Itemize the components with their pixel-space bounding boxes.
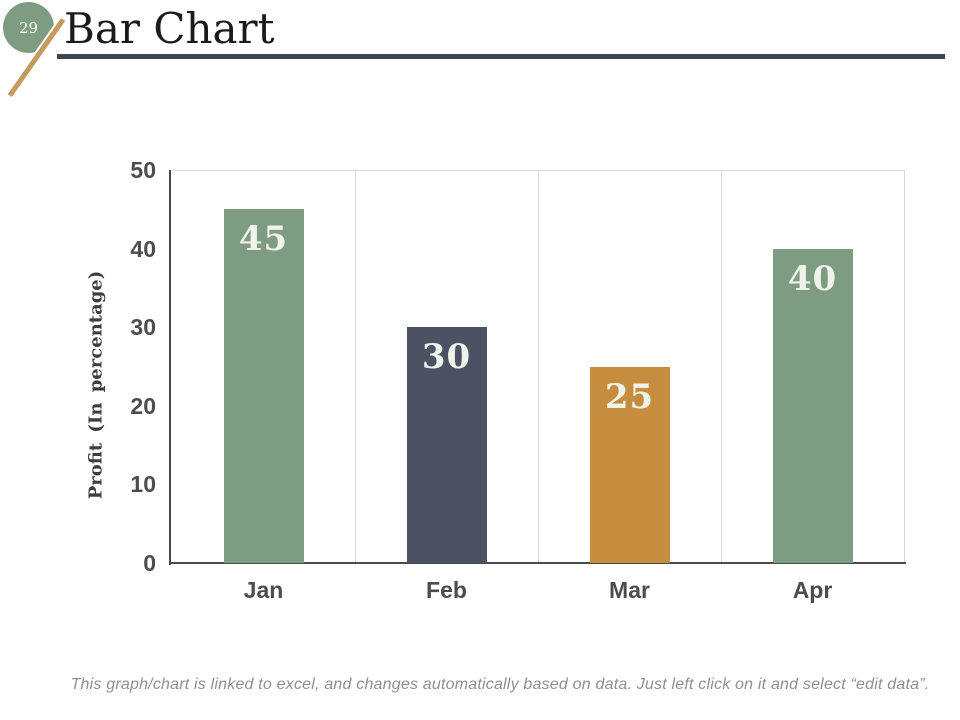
x-axis-line [169,562,906,564]
bar-value-label: 40 [787,258,838,299]
page-title: Bar Chart [64,4,275,53]
bar-value-label: 45 [238,219,289,260]
bar-mar[interactable]: 25 [589,366,670,563]
y-tick-label: 20 [130,392,156,419]
bar-jan[interactable]: 45 [223,209,304,563]
y-tick-label: 0 [143,550,156,576]
bar-value-label: 30 [421,337,472,378]
y-tick-label: 30 [130,314,156,341]
category-gridline [904,170,905,563]
category-gridline [721,170,722,563]
x-tick-label: Jan [243,577,284,603]
bar-apr[interactable]: 40 [772,248,853,563]
footer-note: This graph/chart is linked to excel, and… [70,676,930,693]
x-tick-label: Mar [609,577,650,603]
bar-value-label: 25 [604,376,655,417]
y-tick-label: 10 [130,471,156,498]
y-axis-title: Profit (In percentage) [85,270,107,500]
x-tick-label: Feb [426,577,467,603]
category-gridline [538,170,539,563]
y-tick-label: 40 [130,235,156,262]
category-gridline [355,170,356,563]
y-tick-label: 50 [130,157,156,183]
page-number: 29 [18,18,39,37]
y-axis-line [169,170,171,565]
bar-feb[interactable]: 30 [406,327,487,563]
title-underline [57,54,945,59]
page-number-badge: 29 [3,2,54,53]
x-tick-label: Apr [792,577,833,603]
